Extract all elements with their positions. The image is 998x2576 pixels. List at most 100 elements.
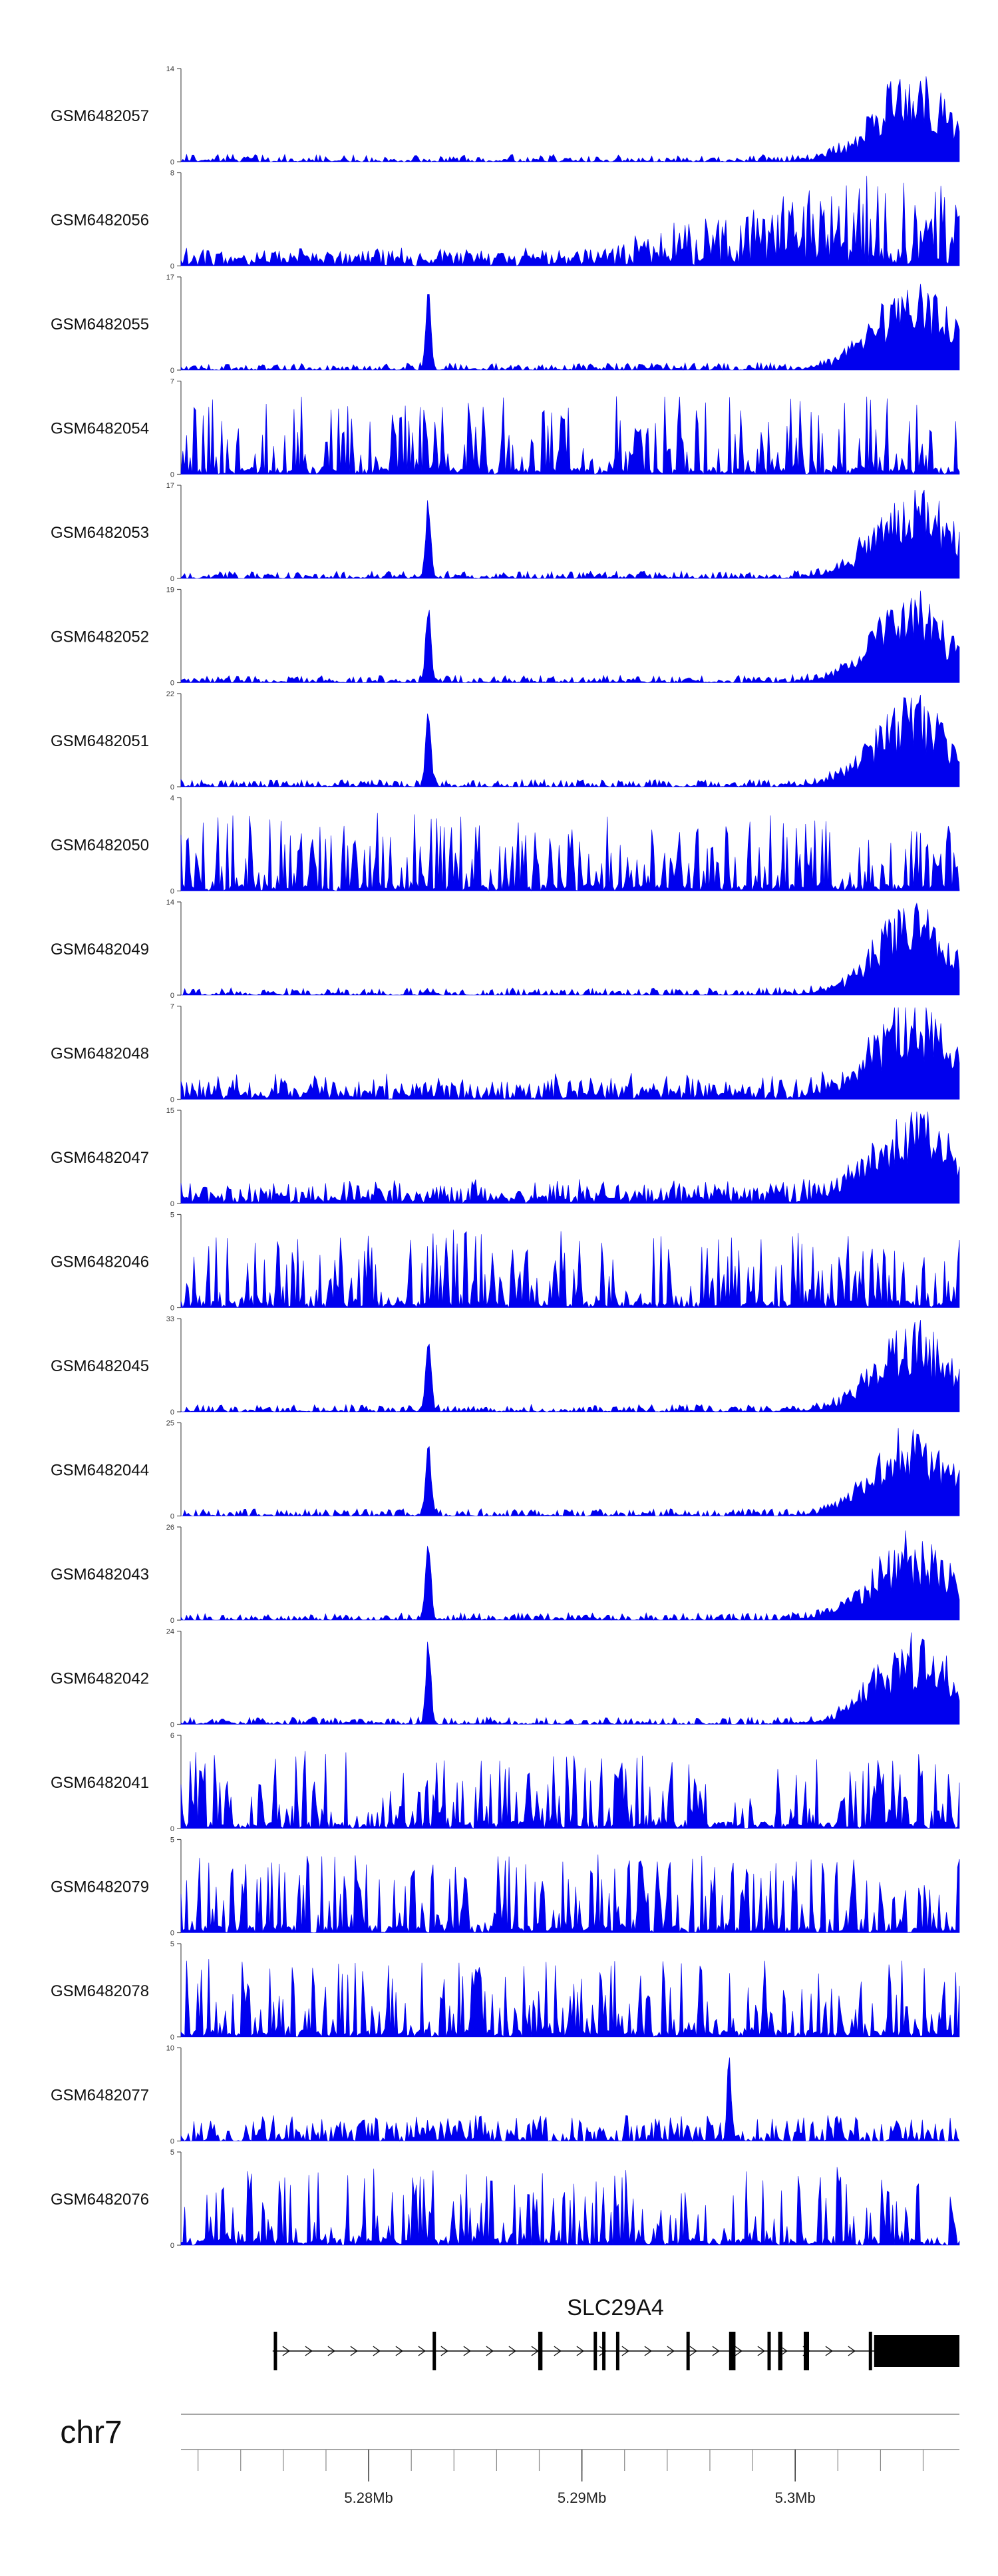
track-GSM6482050: GSM6482050 4 0 bbox=[51, 795, 960, 896]
track-GSM6482052: GSM6482052 19 0 bbox=[51, 586, 960, 688]
ymax-label: 7 bbox=[170, 1003, 174, 1011]
ymax-label: 4 bbox=[170, 795, 174, 803]
strand-arrow bbox=[667, 2346, 675, 2356]
track-label: GSM6482056 bbox=[51, 212, 149, 230]
track-GSM6482041: GSM6482041 6 0 bbox=[51, 1732, 960, 1833]
coverage-area bbox=[180, 2057, 960, 2142]
track-label: GSM6482077 bbox=[51, 2087, 149, 2105]
coverage-area bbox=[180, 590, 960, 684]
ymin-label: 0 bbox=[170, 158, 174, 166]
ymin-label: 0 bbox=[170, 1930, 174, 1938]
track-GSM6482043: GSM6482043 26 0 bbox=[51, 1524, 960, 1625]
track-GSM6482056: GSM6482056 8 0 bbox=[51, 170, 960, 271]
track-label: GSM6482079 bbox=[51, 1878, 149, 1896]
ymax-label: 33 bbox=[166, 1315, 174, 1323]
gene-model: SLC29A4 bbox=[272, 2295, 959, 2370]
strand-arrow bbox=[757, 2346, 765, 2356]
strand-arrow bbox=[825, 2346, 833, 2356]
track-label: GSM6482053 bbox=[51, 524, 149, 542]
exon-10 bbox=[778, 2332, 782, 2370]
strand-arrow bbox=[305, 2346, 313, 2356]
ymax-label: 17 bbox=[166, 482, 174, 490]
coverage-area bbox=[180, 2167, 960, 2246]
coverage-area bbox=[180, 1854, 960, 1934]
track-GSM6482076: GSM6482076 5 0 bbox=[51, 2149, 960, 2250]
strand-arrow bbox=[395, 2346, 403, 2356]
strand-arrow bbox=[599, 2346, 607, 2356]
track-label: GSM6482044 bbox=[51, 1462, 149, 1480]
track-label: GSM6482046 bbox=[51, 1253, 149, 1271]
ymax-label: 15 bbox=[166, 1107, 174, 1115]
track-label: GSM6482055 bbox=[51, 316, 149, 333]
ymax-label: 24 bbox=[166, 1628, 174, 1636]
track-GSM6482051: GSM6482051 22 0 bbox=[51, 690, 960, 791]
track-GSM6482046: GSM6482046 5 0 bbox=[51, 1211, 960, 1313]
strand-arrow bbox=[780, 2346, 788, 2356]
axis-tick-label: 5.3Mb bbox=[775, 2489, 816, 2506]
ymin-label: 0 bbox=[170, 367, 174, 375]
track-GSM6482055: GSM6482055 17 0 bbox=[51, 274, 960, 375]
exon-2 bbox=[432, 2332, 436, 2370]
exon-1 bbox=[273, 2332, 277, 2370]
strand-arrow bbox=[463, 2346, 471, 2356]
ymin-label: 0 bbox=[170, 992, 174, 1000]
track-GSM6482047: GSM6482047 15 0 bbox=[51, 1107, 960, 1208]
coverage-area bbox=[180, 76, 960, 163]
track-label: GSM6482054 bbox=[51, 420, 149, 438]
track-GSM6482045: GSM6482045 33 0 bbox=[51, 1315, 960, 1416]
track-label: GSM6482078 bbox=[51, 1982, 149, 2000]
track-label: GSM6482048 bbox=[51, 1045, 149, 1063]
ymax-label: 5 bbox=[170, 1940, 174, 1948]
coverage-area bbox=[180, 1428, 960, 1517]
track-GSM6482044: GSM6482044 25 0 bbox=[51, 1420, 960, 1521]
strand-arrow bbox=[327, 2346, 335, 2356]
ymin-label: 0 bbox=[170, 2242, 174, 2250]
ymax-label: 17 bbox=[166, 274, 174, 282]
coverage-area bbox=[180, 694, 960, 788]
track-label: GSM6482047 bbox=[51, 1149, 149, 1167]
strand-arrow bbox=[712, 2346, 720, 2356]
track-GSM6482079: GSM6482079 5 0 bbox=[51, 1836, 960, 1938]
chromosome-label: chr7 bbox=[60, 2415, 122, 2450]
strand-arrow bbox=[848, 2346, 856, 2356]
strand-arrow bbox=[689, 2346, 697, 2356]
track-GSM6482049: GSM6482049 14 0 bbox=[51, 899, 960, 1000]
exon-9 bbox=[767, 2332, 771, 2370]
strand-arrow bbox=[735, 2346, 743, 2356]
strand-arrow bbox=[644, 2346, 652, 2356]
strand-arrow bbox=[486, 2346, 494, 2356]
coverage-area bbox=[180, 176, 960, 267]
ymax-label: 26 bbox=[166, 1524, 174, 1532]
axis-tick-label: 5.28Mb bbox=[344, 2489, 393, 2506]
coverage-area bbox=[180, 1959, 960, 2038]
ymax-label: 5 bbox=[170, 2149, 174, 2157]
track-label: GSM6482041 bbox=[51, 1774, 149, 1792]
track-label: GSM6482052 bbox=[51, 628, 149, 646]
strand-arrow bbox=[282, 2346, 290, 2356]
ymax-label: 19 bbox=[166, 586, 174, 594]
track-label: GSM6482057 bbox=[51, 107, 149, 125]
coverage-area bbox=[180, 1530, 960, 1621]
ymin-label: 0 bbox=[170, 471, 174, 479]
coverage-area bbox=[180, 1111, 960, 1204]
track-label: GSM6482043 bbox=[51, 1566, 149, 1584]
exon-4 bbox=[593, 2332, 597, 2370]
track-GSM6482053: GSM6482053 17 0 bbox=[51, 482, 960, 583]
exon-7 bbox=[686, 2332, 690, 2370]
track-GSM6482057: GSM6482057 14 0 bbox=[51, 65, 960, 166]
track-GSM6482078: GSM6482078 5 0 bbox=[51, 1940, 960, 2041]
ymax-label: 10 bbox=[166, 2045, 174, 2053]
track-label: GSM6482042 bbox=[51, 1670, 149, 1688]
gene-name-label: SLC29A4 bbox=[567, 2295, 664, 2320]
track-GSM6482048: GSM6482048 7 0 bbox=[51, 1003, 960, 1104]
coverage-area bbox=[180, 1229, 960, 1309]
ymin-label: 0 bbox=[170, 263, 174, 271]
ymin-label: 0 bbox=[170, 1825, 174, 1833]
ymin-label: 0 bbox=[170, 680, 174, 688]
ymax-label: 14 bbox=[166, 65, 174, 73]
ymin-label: 0 bbox=[170, 1513, 174, 1521]
track-label: GSM6482050 bbox=[51, 837, 149, 855]
coverage-area bbox=[180, 284, 960, 371]
track-label: GSM6482045 bbox=[51, 1357, 149, 1375]
